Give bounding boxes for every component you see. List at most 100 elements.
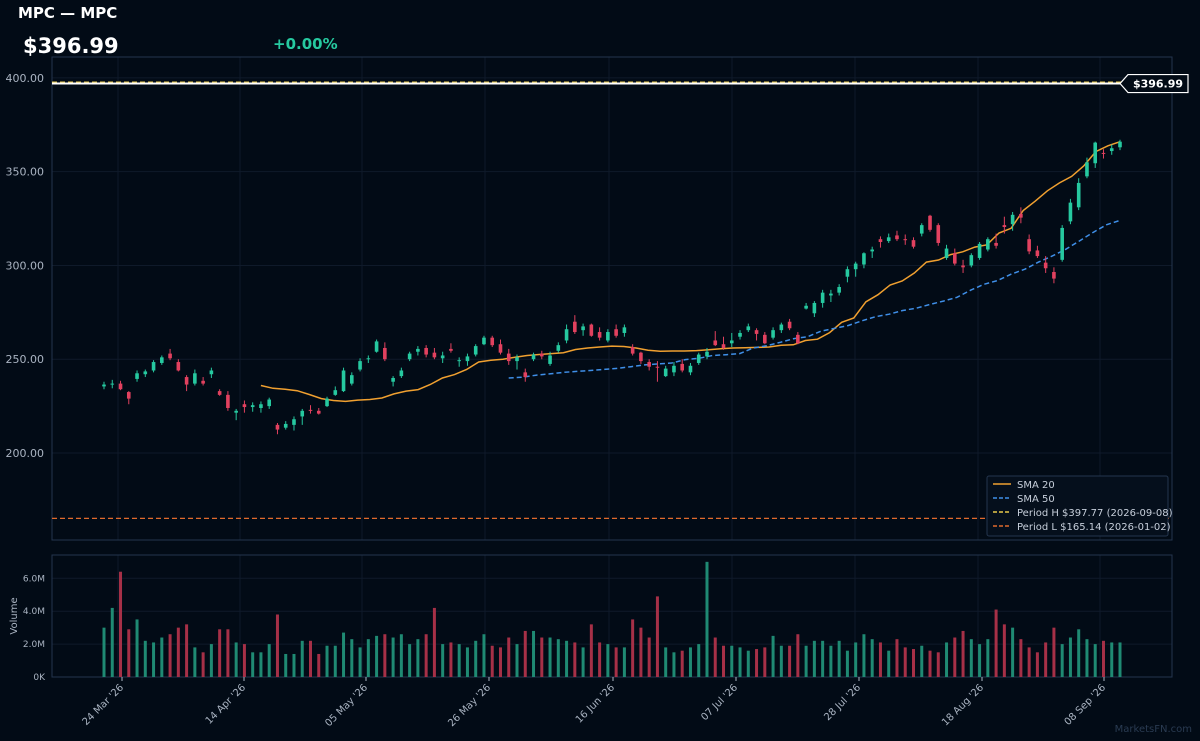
candle-body [399, 370, 404, 377]
candle [482, 335, 486, 346]
candle [845, 266, 850, 283]
candle-body [440, 355, 445, 359]
x-tick-label: 24 Mar '26 [81, 682, 127, 728]
volume-bar [829, 645, 833, 677]
candle-body [837, 287, 841, 293]
x-tick-label: 14 Apr '26 [204, 682, 248, 726]
y-tick-label: 250.00 [6, 353, 45, 366]
volume-bar [498, 647, 502, 677]
candle [787, 318, 792, 331]
volume-bar [474, 640, 478, 677]
volume-bar [639, 627, 643, 677]
volume-bar [259, 652, 263, 677]
candle-body [829, 293, 833, 296]
candle [705, 347, 709, 360]
volume-bar [878, 642, 882, 677]
candle [300, 408, 305, 425]
y-tick-label: 200.00 [6, 447, 45, 460]
candle-body [713, 340, 718, 346]
candle [523, 368, 528, 382]
candle-body [1068, 202, 1073, 222]
volume-bar [680, 650, 684, 677]
candle [630, 344, 635, 356]
candle [292, 416, 296, 431]
candle [110, 379, 115, 389]
volume-bar [589, 624, 593, 677]
volume-bar [697, 644, 701, 677]
candle-body [1093, 142, 1098, 164]
volume-bar [647, 637, 651, 677]
candle-body [862, 253, 866, 265]
candle-body [581, 326, 585, 331]
volume-bar [168, 634, 172, 677]
candle [333, 386, 338, 396]
candle [1010, 211, 1015, 231]
candle-body [903, 239, 908, 241]
candle-body [201, 380, 205, 384]
volume-bar [201, 652, 205, 677]
candle-body [895, 235, 899, 240]
candle [383, 342, 387, 362]
candle-body [523, 372, 528, 378]
candle [771, 327, 775, 340]
volume-panel-frame [51, 554, 1173, 678]
volume-bar [870, 639, 874, 677]
volume-bar [432, 607, 436, 677]
candle [267, 397, 272, 409]
candle-body [482, 337, 486, 345]
candle-body [374, 341, 379, 352]
volume-bar [1077, 629, 1081, 677]
volume-bar [548, 637, 552, 677]
candle [176, 359, 181, 372]
candle [903, 234, 908, 245]
volume-bar [722, 645, 726, 677]
volume-bar [771, 635, 775, 677]
candle-body [573, 321, 577, 333]
candle-body [688, 365, 693, 373]
candle [151, 360, 156, 373]
candle-body [969, 255, 974, 266]
candle-body [118, 383, 123, 390]
candle [506, 348, 511, 365]
volume-bar [523, 630, 527, 677]
price-panel-frame [51, 56, 1173, 541]
x-tick-label: 07 Jul '26 [699, 682, 740, 723]
candle-body [193, 373, 197, 384]
volume-bar [969, 639, 973, 677]
candle [1076, 178, 1081, 211]
candle [473, 344, 478, 357]
volume-bar [614, 647, 618, 677]
candle-body [539, 353, 544, 357]
candle [1002, 216, 1007, 234]
candle [928, 214, 932, 232]
x-tick-label: 08 Sep '26 [1063, 682, 1109, 728]
candle [738, 330, 742, 340]
candle-body [1101, 152, 1106, 154]
volume-bar [1027, 647, 1031, 677]
candle [696, 352, 701, 365]
candle [1118, 139, 1122, 151]
volume-bar [986, 639, 990, 677]
candle-body [250, 405, 255, 408]
volume-bar [994, 609, 998, 677]
candle-body [589, 324, 594, 336]
candle-body [383, 347, 387, 360]
volume-bar [903, 647, 907, 677]
volume-bar [854, 642, 858, 677]
candle [1068, 198, 1073, 225]
candle-body [754, 330, 759, 334]
volume-bar [1011, 627, 1015, 677]
candle [1052, 267, 1056, 284]
candle-body [961, 265, 965, 268]
candle-body [341, 370, 346, 392]
volume-bar [945, 642, 949, 677]
volume-bar [606, 644, 610, 677]
volume-bar [664, 647, 668, 677]
volume-bar [193, 647, 197, 677]
candle [250, 402, 255, 412]
candle-body [936, 225, 941, 243]
candle [416, 346, 420, 356]
candle-body [614, 329, 618, 336]
volume-bar [688, 647, 692, 677]
